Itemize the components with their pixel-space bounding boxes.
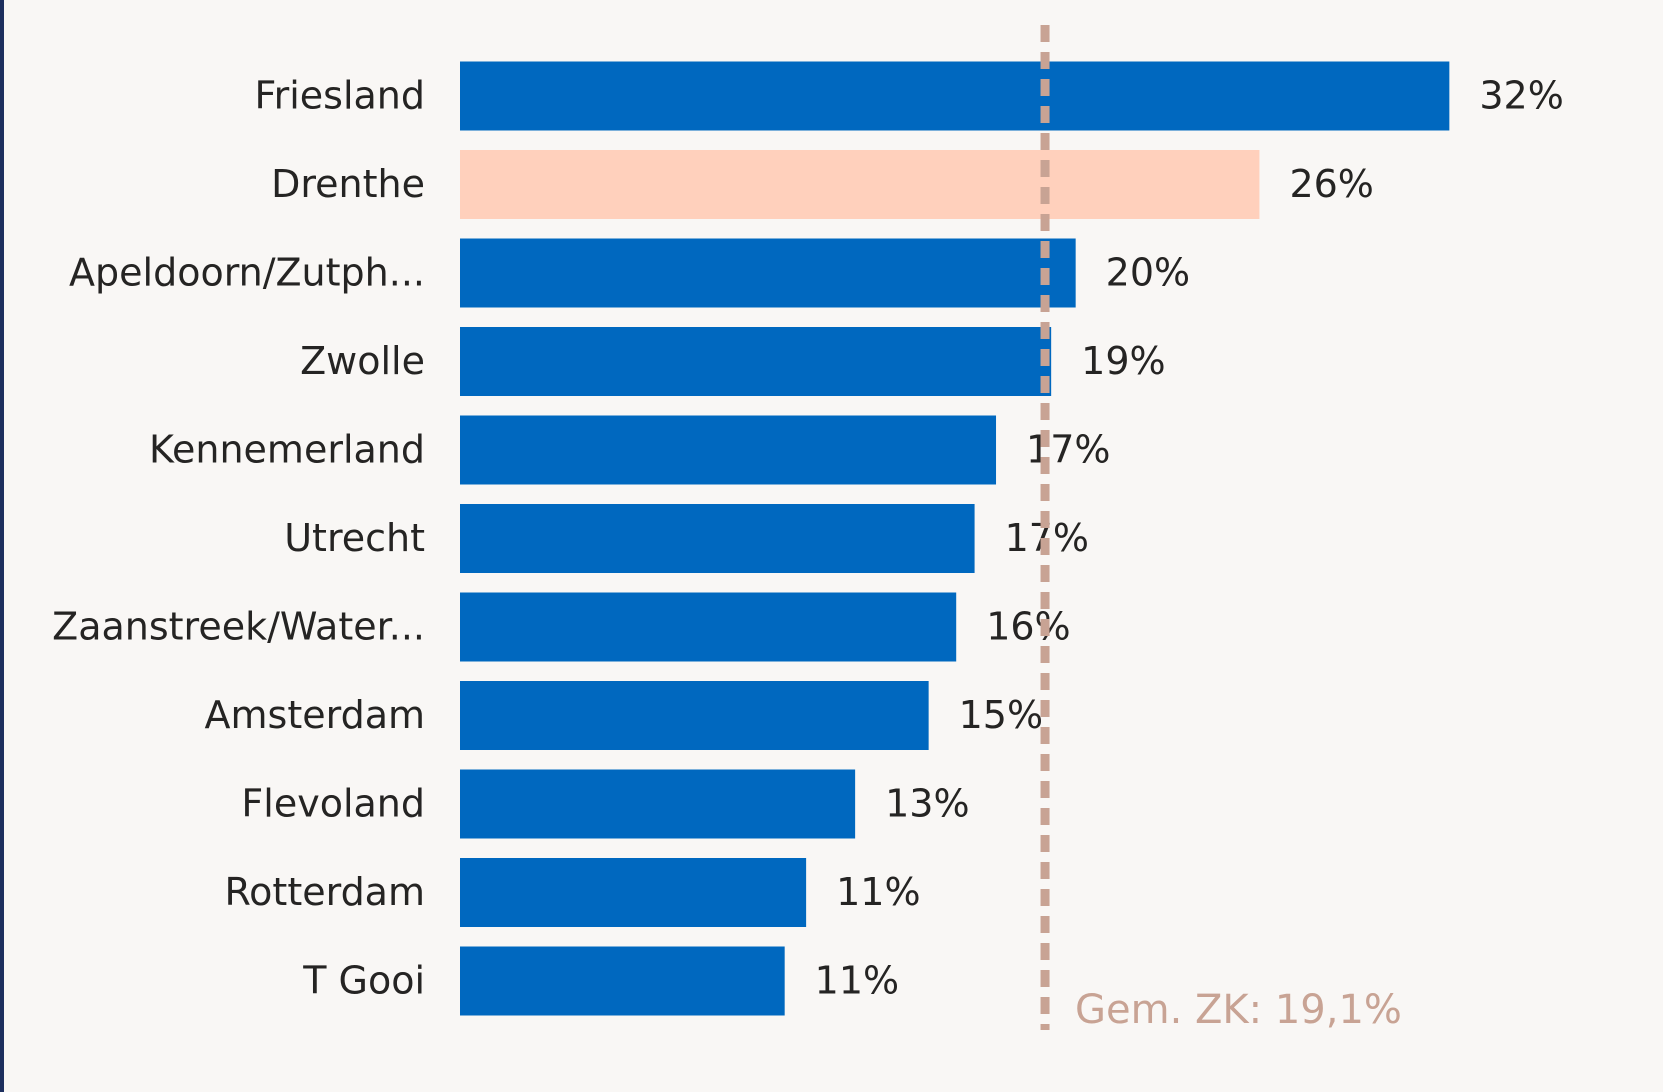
category-label: Friesland: [255, 74, 426, 118]
value-label: 32%: [1479, 74, 1563, 118]
category-label: Amsterdam: [205, 693, 425, 737]
bar: [460, 150, 1260, 219]
category-label: Utrecht: [284, 516, 425, 560]
category-label: T Gooi: [302, 959, 425, 1003]
bar: [460, 415, 997, 485]
category-label: Flevoland: [241, 782, 425, 826]
value-label: 11%: [815, 959, 899, 1003]
bar: [460, 946, 785, 1016]
bar: [460, 504, 975, 573]
category-label: Apeldoorn/Zutph...: [69, 251, 425, 295]
value-label: 16%: [986, 605, 1070, 649]
category-label: Zaanstreek/Water...: [52, 605, 425, 649]
bar: [460, 592, 957, 662]
reference-label: Gem. ZK: 19,1%: [1075, 987, 1402, 1033]
bar: [460, 769, 856, 839]
bar: [460, 238, 1076, 308]
category-label: Zwolle: [300, 339, 425, 383]
category-label: Rotterdam: [224, 870, 425, 914]
value-label: 17%: [1026, 428, 1110, 472]
category-label: Drenthe: [271, 162, 425, 206]
value-label: 20%: [1106, 251, 1190, 295]
bar: [460, 681, 929, 750]
value-label: 11%: [836, 870, 920, 914]
edge: [0, 0, 4, 1092]
value-label: 19%: [1081, 339, 1165, 383]
category-label: Kennemerland: [149, 428, 425, 472]
value-label: 15%: [959, 693, 1043, 737]
bar: [460, 327, 1052, 396]
value-label: 26%: [1289, 162, 1373, 206]
value-label: 13%: [885, 782, 969, 826]
bar: [460, 61, 1450, 131]
bar: [460, 858, 807, 927]
